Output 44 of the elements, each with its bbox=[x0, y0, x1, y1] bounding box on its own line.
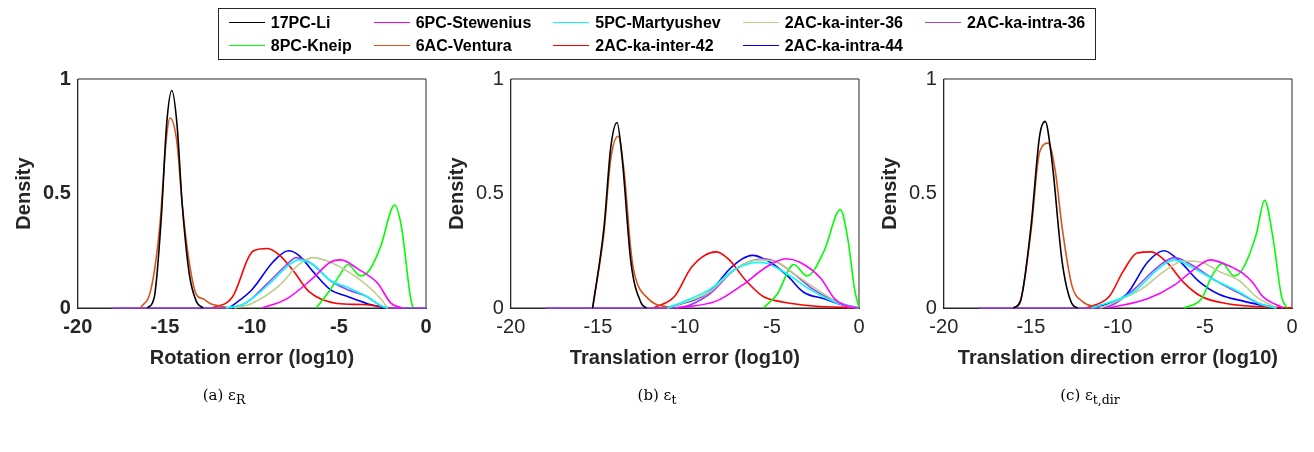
x-tick-label: -5 bbox=[763, 314, 781, 337]
line-series bbox=[1183, 199, 1288, 309]
x-tick-label: -5 bbox=[330, 314, 348, 337]
legend-label: 6AC-Ventura bbox=[415, 36, 512, 56]
line-series bbox=[146, 89, 204, 309]
text: (b) ε$_{t}$ bbox=[637, 386, 677, 407]
x-tick-label: 0 bbox=[1286, 314, 1298, 337]
y-axis-title: Density bbox=[877, 156, 900, 230]
line-series bbox=[591, 121, 648, 309]
line-series bbox=[1012, 120, 1079, 309]
y-tick-label: 1 bbox=[925, 66, 937, 89]
legend-label: 17PC-Li bbox=[270, 13, 331, 33]
legend-label: 8PC-Kneip bbox=[270, 36, 352, 56]
line-series bbox=[261, 259, 403, 309]
x-axis-title: Translation direction error (log10) bbox=[957, 345, 1278, 368]
x-axis-title: Rotation error (log10) bbox=[149, 345, 355, 368]
legend-label: 2AC-ka-inter-42 bbox=[595, 36, 714, 56]
x-axis-title: Translation error (log10) bbox=[569, 345, 800, 368]
y-tick-label: 0.5 bbox=[42, 181, 71, 204]
text: (c) ε$_{t,dir}$ bbox=[1060, 386, 1120, 407]
y-tick-label: 0.5 bbox=[908, 181, 937, 204]
x-tick-label: 0 bbox=[853, 314, 865, 337]
x-tick-label: -15 bbox=[583, 314, 613, 337]
line-series bbox=[228, 249, 386, 309]
legend-label: 2AC-ka-intra-44 bbox=[784, 36, 903, 56]
x-tick-label: -10 bbox=[1103, 314, 1133, 337]
line-series bbox=[315, 204, 414, 309]
x-tick-label: -10 bbox=[670, 314, 700, 337]
y-tick-label: 0.5 bbox=[475, 181, 504, 204]
x-tick-label: -10 bbox=[237, 314, 267, 337]
legend-label: 2AC-ka-intra-36 bbox=[966, 13, 1086, 33]
text: (a) ε$_{R}$ bbox=[202, 386, 246, 407]
y-axis-title: Density bbox=[11, 156, 34, 230]
y-tick-label: 1 bbox=[492, 66, 504, 89]
y-axis-title: Density bbox=[444, 156, 467, 230]
x-tick-label: -15 bbox=[1016, 314, 1046, 337]
x-tick-label: -5 bbox=[1196, 314, 1214, 337]
legend-label: 2AC-ka-inter-36 bbox=[784, 13, 903, 33]
x-tick-label: -15 bbox=[150, 314, 180, 337]
y-tick-label: 1 bbox=[59, 66, 71, 89]
legend-label: 5PC-Martyushev bbox=[595, 13, 721, 33]
x-tick-label: 0 bbox=[420, 314, 432, 337]
line-series bbox=[762, 208, 860, 309]
legend-label: 6PC-Stewenius bbox=[415, 13, 532, 33]
